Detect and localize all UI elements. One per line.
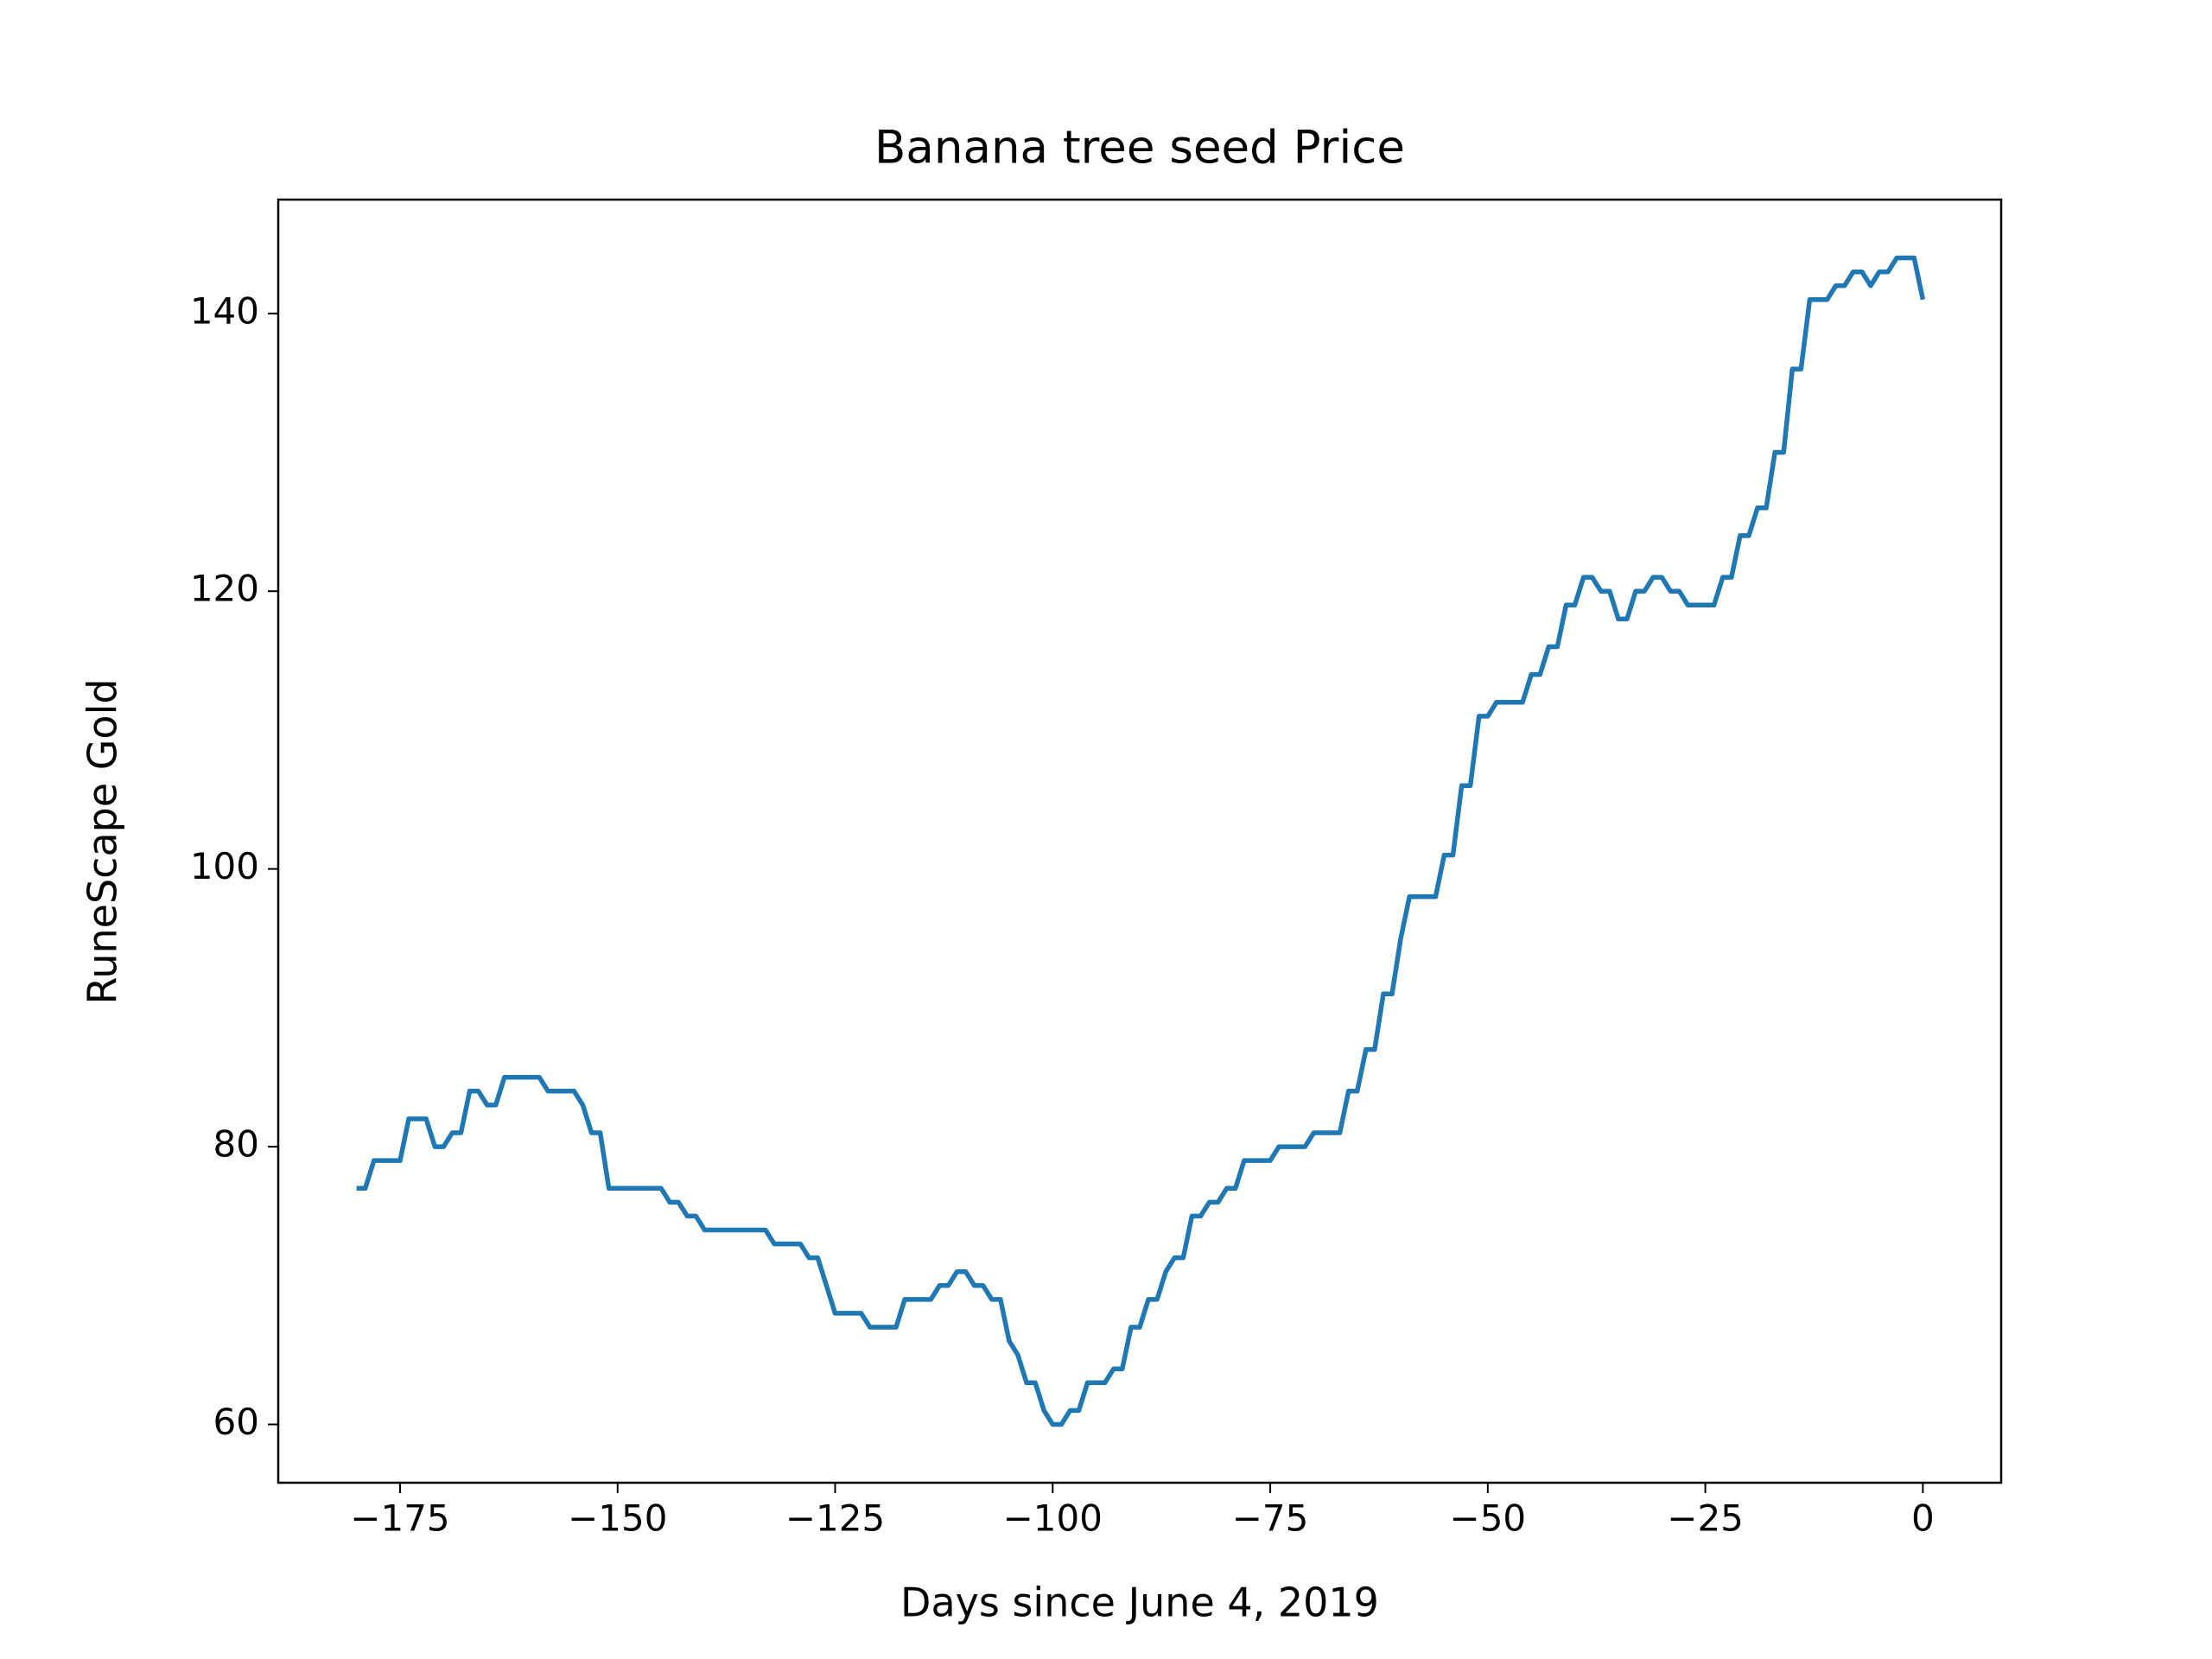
x-tick-label: −125 <box>785 1497 885 1540</box>
x-tick-label: 0 <box>1911 1497 1935 1540</box>
x-tick-label: −25 <box>1667 1497 1744 1540</box>
y-tick-label: 80 <box>213 1123 259 1166</box>
y-tick-label: 60 <box>213 1401 259 1443</box>
x-tick-label: −50 <box>1450 1497 1527 1540</box>
x-tick-label: −75 <box>1232 1497 1309 1540</box>
y-tick-label: 140 <box>190 289 259 332</box>
x-tick-label: −150 <box>568 1497 667 1540</box>
x-tick-label: −100 <box>1003 1497 1103 1540</box>
chart-title: Banana tree seed Price <box>874 122 1405 175</box>
data-line <box>356 255 1926 1427</box>
y-tick-label: 120 <box>190 568 259 610</box>
x-axis-label: Days since June 4, 2019 <box>900 1580 1379 1626</box>
x-tick-label: −175 <box>350 1497 449 1540</box>
y-axis-label: RuneScape Gold <box>79 678 126 1004</box>
y-tick-label: 100 <box>190 845 259 887</box>
plot-frame <box>276 198 2003 1484</box>
